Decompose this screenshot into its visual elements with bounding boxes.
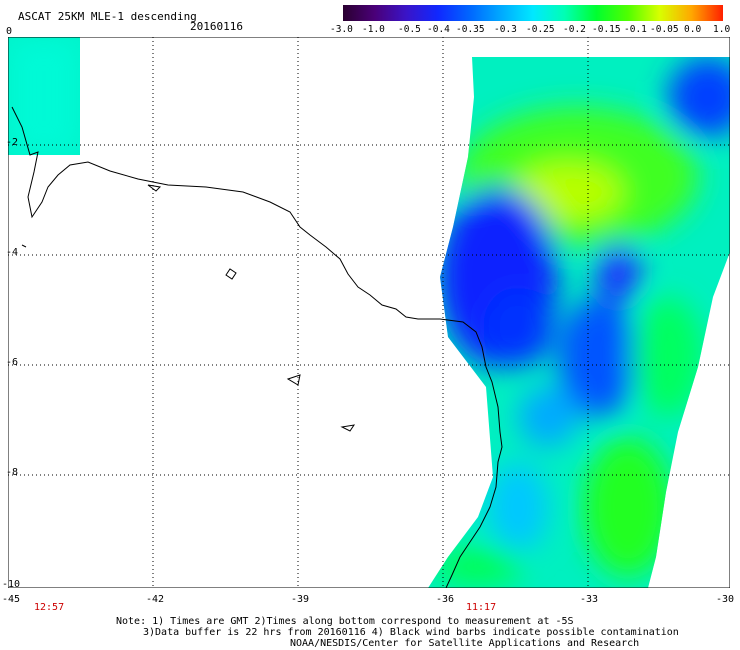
lon-tick-label: -39 <box>291 594 310 605</box>
coastline-island <box>147 184 162 192</box>
lat-tick-label: 0 <box>6 26 13 37</box>
colorbar-label: 0.0 <box>684 24 702 35</box>
graticule <box>8 37 730 588</box>
coastline <box>11 106 503 588</box>
colorbar-label: -0.05 <box>650 24 679 35</box>
footnote-line: Note: 1) Times are GMT 2)Times along bot… <box>116 616 574 627</box>
colorbar-label: -0.1 <box>624 24 647 35</box>
lat-tick-label: -4 <box>6 247 19 258</box>
colorbar-label: -0.15 <box>592 24 621 35</box>
colorbar-gradient <box>343 5 723 21</box>
lon-tick-label: -30 <box>716 594 735 605</box>
colorbar-label: -0.25 <box>526 24 555 35</box>
colorbar-label: -3.0 <box>330 24 353 35</box>
product-title: ASCAT 25KM MLE-1 descending <box>18 10 197 23</box>
footnote-line: 3)Data buffer is 22 hrs from 20160116 4)… <box>143 627 679 638</box>
colorbar-label: -1.0 <box>362 24 385 35</box>
lat-tick-label: -6 <box>6 357 19 368</box>
swath-west <box>8 37 80 155</box>
lat-tick-label: -2 <box>6 137 19 148</box>
coastline-island <box>225 268 237 280</box>
lon-tick-label: -36 <box>436 594 455 605</box>
pass-time-label: 11:17 <box>466 602 497 613</box>
colorbar-label: 1.0 <box>713 24 731 35</box>
lon-tick-label: -42 <box>146 594 165 605</box>
colorbar-label: -0.5 <box>398 24 421 35</box>
product-date: 20160116 <box>190 20 243 33</box>
colorbar-label: -0.35 <box>456 24 485 35</box>
lon-tick-label: -45 <box>2 594 21 605</box>
lat-tick-label: -8 <box>6 467 19 478</box>
pass-time-label: 12:57 <box>34 602 65 613</box>
swath-east <box>428 57 730 588</box>
coastline-island <box>286 374 301 386</box>
coastline-island <box>21 244 27 248</box>
footnote-line: NOAA/NESDIS/Center for Satellite Applica… <box>290 638 640 649</box>
colorbar-label: -0.2 <box>563 24 586 35</box>
coastline-island <box>340 424 356 432</box>
lon-tick-label: -33 <box>580 594 599 605</box>
colorbar-label: -0.4 <box>427 24 450 35</box>
colorbar-label: -0.3 <box>494 24 517 35</box>
color-scale-bar <box>343 5 723 21</box>
wind-map <box>8 37 730 588</box>
lat-tick-label: -10 <box>2 579 21 590</box>
